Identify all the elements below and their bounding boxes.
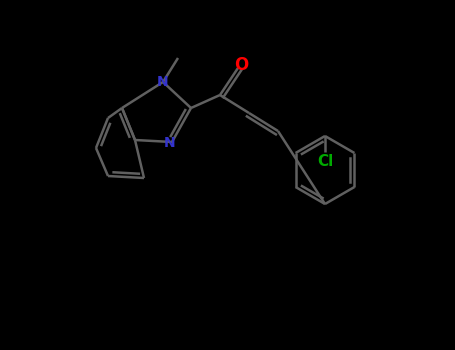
Text: N: N (157, 75, 169, 89)
Text: Cl: Cl (317, 154, 333, 169)
Text: N: N (164, 136, 176, 150)
Text: O: O (234, 56, 248, 74)
